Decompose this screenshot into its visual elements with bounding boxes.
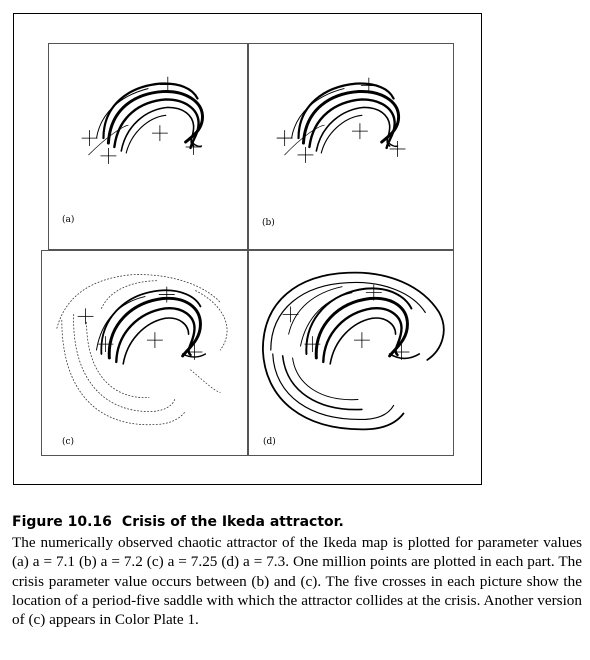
panel-label-d: (d) bbox=[263, 437, 276, 447]
caption-body: The numerically observed chaotic attract… bbox=[12, 534, 582, 629]
figure-caption: Figure 10.16 Crisis of the Ikeda attracto… bbox=[12, 514, 582, 629]
attractor-plot-a bbox=[81, 76, 204, 164]
panel-label-a: (a) bbox=[62, 215, 75, 225]
attractor-plot-d bbox=[261, 271, 445, 431]
panel-c: (c) bbox=[41, 250, 248, 456]
attractor-plot-b bbox=[276, 77, 406, 163]
panel-a: (a) bbox=[48, 43, 248, 250]
panel-b: (b) bbox=[248, 43, 454, 250]
panel-label-c: (c) bbox=[62, 437, 75, 447]
panel-d: (d) bbox=[248, 250, 454, 456]
caption-title: Figure 10.16 Crisis of the Ikeda attracto… bbox=[12, 514, 582, 530]
figure-frame bbox=[13, 13, 482, 485]
panel-label-b: (b) bbox=[262, 218, 275, 228]
attractor-plot-c bbox=[56, 274, 228, 426]
figure-title: Crisis of the Ikeda attractor. bbox=[121, 514, 344, 530]
figure-number: Figure 10.16 bbox=[12, 514, 112, 530]
